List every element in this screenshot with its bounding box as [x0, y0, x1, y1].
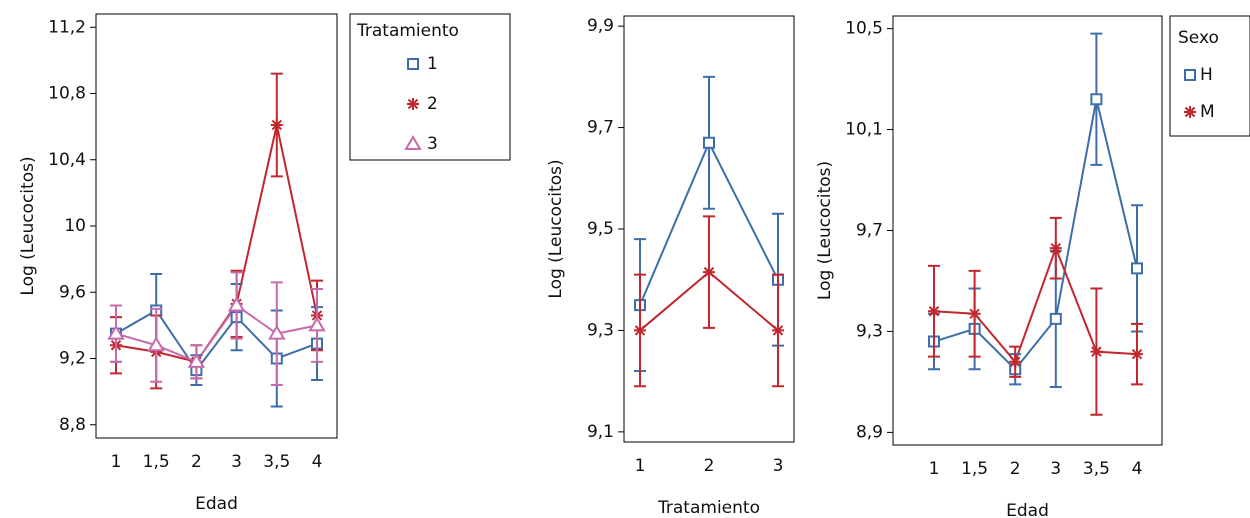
legend-frame	[1169, 15, 1250, 137]
x-tick-label: 3	[773, 456, 784, 476]
y-tick-label: 11,2	[48, 17, 86, 37]
marker	[227, 296, 246, 312]
series-line	[933, 99, 1138, 371]
x-tick-label: 1,5	[961, 459, 988, 479]
x-tick-label: 1	[111, 452, 122, 472]
y-axis-label: Log (Leucocitos)	[18, 156, 38, 295]
marker	[107, 324, 125, 340]
marker	[1131, 348, 1143, 361]
legend-marker	[1184, 106, 1196, 118]
y-tick-label: 9,7	[856, 221, 883, 241]
x-tick-label: 3,5	[1083, 459, 1110, 479]
x-tick-label: 1	[635, 456, 646, 476]
y-tick-label: 9,1	[587, 422, 614, 442]
y-tick-label: 9,2	[59, 349, 86, 369]
legend-title: Sexo	[1178, 28, 1219, 48]
x-tick-label: 1	[929, 459, 940, 479]
x-tick-label: 2	[191, 452, 202, 472]
marker	[703, 266, 715, 279]
x-axis-label: Tratamiento	[657, 498, 760, 518]
marker	[1090, 93, 1103, 106]
marker	[308, 316, 326, 332]
legend-marker	[407, 98, 419, 110]
x-axis-label: Edad	[1006, 501, 1049, 518]
legend-marker	[407, 58, 419, 70]
series-line	[115, 309, 318, 372]
plot-frame	[95, 13, 338, 439]
y-tick-label: 9,5	[587, 219, 614, 239]
y-axis-label: Log (Leucocitos)	[546, 159, 566, 298]
legend-label: H	[1200, 65, 1213, 85]
marker	[1049, 312, 1062, 325]
series-line	[115, 124, 318, 363]
x-tick-label: 2	[704, 456, 715, 476]
y-tick-label: 9,3	[587, 320, 614, 340]
series-line	[115, 304, 318, 364]
y-tick-label: 9,7	[587, 118, 614, 138]
legend-marker	[404, 135, 422, 150]
marker	[1090, 345, 1103, 358]
marker	[147, 336, 165, 352]
legend-label: 1	[427, 54, 438, 74]
series-line	[933, 245, 1138, 364]
y-tick-label: 10,8	[48, 84, 86, 104]
y-tick-label: 10,4	[48, 150, 86, 170]
plot-frame	[892, 15, 1163, 446]
legend-label: 3	[427, 134, 438, 154]
x-tick-label: 3	[231, 452, 242, 472]
marker	[1131, 262, 1143, 275]
legend-title: Tratamiento	[356, 21, 459, 41]
legend-label: M	[1200, 102, 1215, 122]
legend-frame	[349, 13, 511, 161]
y-tick-label: 9,6	[59, 282, 86, 302]
y-tick-label: 8,9	[856, 422, 883, 442]
marker	[968, 307, 981, 320]
marker	[634, 324, 646, 337]
legend-marker	[1184, 69, 1196, 81]
y-tick-label: 10	[64, 216, 86, 236]
y-tick-label: 10,5	[845, 19, 883, 39]
x-tick-label: 1,5	[143, 452, 170, 472]
marker	[928, 305, 940, 318]
x-tick-label: 3,5	[263, 452, 290, 472]
x-tick-label: 4	[312, 452, 323, 472]
marker	[187, 352, 206, 368]
y-tick-label: 9,3	[856, 321, 883, 341]
marker	[1049, 242, 1062, 255]
marker	[270, 118, 283, 131]
x-tick-label: 2	[1010, 459, 1021, 479]
y-axis-label: Log (Leucocitos)	[815, 161, 835, 300]
marker	[268, 324, 286, 340]
x-axis-label: Edad	[195, 494, 238, 514]
x-tick-label: 3	[1050, 459, 1061, 479]
x-tick-label: 4	[1132, 459, 1143, 479]
marker	[703, 136, 715, 149]
y-tick-label: 9,9	[587, 16, 614, 36]
marker	[1009, 355, 1022, 368]
marker	[772, 324, 784, 337]
y-tick-label: 10,1	[845, 120, 883, 140]
y-tick-label: 8,8	[59, 415, 86, 435]
legend-label: 2	[427, 94, 438, 114]
